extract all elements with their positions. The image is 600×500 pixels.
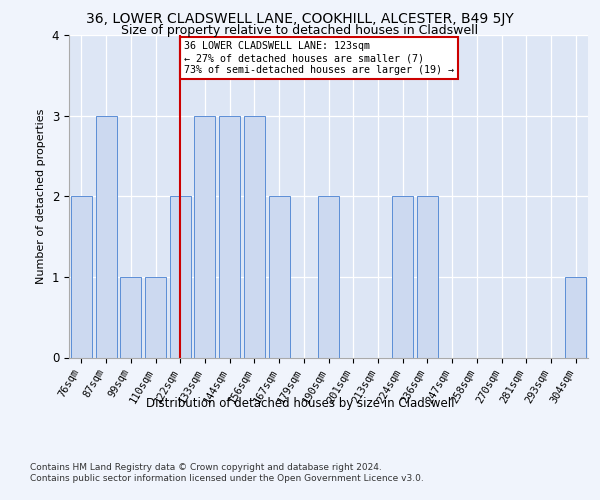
Bar	[392, 196, 413, 358]
Text: Contains public sector information licensed under the Open Government Licence v3: Contains public sector information licen…	[30, 474, 424, 483]
Bar	[71, 196, 92, 358]
Text: 36 LOWER CLADSWELL LANE: 123sqm
← 27% of detached houses are smaller (7)
73% of : 36 LOWER CLADSWELL LANE: 123sqm ← 27% of…	[184, 42, 454, 74]
Bar	[565, 277, 586, 357]
Bar	[219, 116, 240, 358]
Bar	[318, 196, 339, 358]
Bar	[194, 116, 215, 358]
Text: Contains HM Land Registry data © Crown copyright and database right 2024.: Contains HM Land Registry data © Crown c…	[30, 462, 382, 471]
Bar	[244, 116, 265, 358]
Bar	[170, 196, 191, 358]
Text: 36, LOWER CLADSWELL LANE, COOKHILL, ALCESTER, B49 5JY: 36, LOWER CLADSWELL LANE, COOKHILL, ALCE…	[86, 12, 514, 26]
Text: Distribution of detached houses by size in Cladswell: Distribution of detached houses by size …	[146, 398, 454, 410]
Bar	[269, 196, 290, 358]
Y-axis label: Number of detached properties: Number of detached properties	[36, 108, 46, 284]
Text: Size of property relative to detached houses in Cladswell: Size of property relative to detached ho…	[121, 24, 479, 37]
Bar	[417, 196, 438, 358]
Bar	[145, 277, 166, 357]
Bar	[95, 116, 116, 358]
Bar	[120, 277, 141, 357]
